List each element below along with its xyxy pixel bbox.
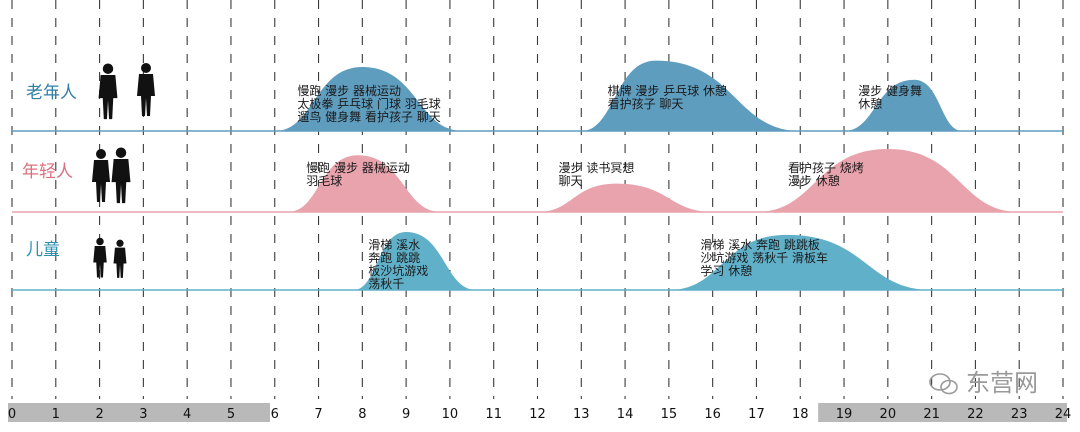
x-tick-label: 4 (183, 407, 191, 422)
elderly-figure-icon (137, 63, 155, 116)
x-tick-label: 20 (880, 407, 897, 422)
area-1-2 (756, 149, 1020, 212)
x-tick-label: 16 (704, 407, 721, 422)
activity-label: 荡秋千 (368, 277, 404, 291)
x-tick-label: 9 (402, 407, 410, 422)
activity-label: 看护孩子 聊天 (608, 97, 684, 111)
x-tick-label: 5 (227, 407, 235, 422)
wechat-icon (929, 373, 958, 395)
activity-label: 棋牌 漫步 乒乓球 休憩 (608, 83, 727, 98)
activity-label: 漫步 健身舞 (858, 83, 922, 98)
x-tick-label: 0 (8, 407, 16, 422)
x-tick-label: 21 (923, 407, 940, 422)
watermark-text: 东营网 (966, 369, 1038, 397)
activity-label: 慢跑 漫步 器械运动 (297, 83, 401, 98)
child-figure-icon (93, 237, 107, 278)
x-tick-label: 11 (485, 407, 502, 422)
x-tick-label: 14 (617, 407, 634, 422)
x-tick-label: 7 (314, 407, 322, 422)
series-label: 儿童 (26, 240, 60, 260)
x-tick-label: 15 (661, 407, 678, 422)
area-0-2 (844, 79, 963, 131)
young-adult-figure-icon (111, 147, 131, 204)
x-tick-label: 18 (792, 407, 809, 422)
activity-label: 太极拳 乒乓球 门球 羽毛球 (297, 96, 440, 111)
activity-label: 看护孩子 烧烤 (788, 160, 864, 175)
series-label: 老年人 (26, 83, 77, 103)
area-2-1 (668, 234, 932, 290)
x-tick-label: 3 (139, 407, 147, 422)
axis-bar-gray-segment (8, 403, 270, 422)
time-axis: 0 1 2 3 4 5 6 7 8 9 10 11 12 13 14 15 16 17 18 19 20 21 22 23 24 (8, 403, 1071, 422)
axis-bar-gray-segment (818, 403, 1067, 422)
x-tick-label: 8 (358, 407, 366, 422)
x-tick-label: 2 (95, 407, 103, 422)
watermark: 东营网 (929, 369, 1038, 397)
area-0-0 (274, 67, 464, 131)
activity-label: 板沙坑游戏 (368, 263, 428, 278)
x-tick-label: 24 (1055, 407, 1072, 422)
x-tick-label: 6 (271, 407, 279, 422)
activity-label: 慢跑 漫步 器械运动 (306, 160, 410, 175)
activity-label: 奔跑 跳跳 (368, 251, 420, 265)
activity-label: 羽毛球 (306, 174, 342, 188)
x-tick-label: 22 (967, 407, 984, 422)
baselines (12, 130, 1063, 291)
activity-label: 漫步 休憩 (788, 173, 840, 188)
child-figure-icon (113, 239, 127, 278)
x-tick-label: 12 (529, 407, 546, 422)
activity-label: 学习 休憩 (700, 263, 752, 278)
activity-areas (274, 60, 1020, 290)
activity-label: 漫步 读书冥想 (559, 160, 635, 175)
series-label: 年轻人 (22, 162, 73, 182)
axis-bar (8, 403, 1067, 422)
activity-label: 遛鸟 健身舞 看护孩子 聊天 (297, 109, 440, 124)
area-0-1 (581, 60, 801, 131)
x-tick-label: 19 (836, 407, 853, 422)
activity-label: 滑梯 溪水 (368, 238, 420, 252)
x-tick-label: 1 (52, 407, 60, 422)
x-tick-label: 10 (442, 407, 459, 422)
x-tick-label: 17 (748, 407, 765, 422)
x-tick-label: 13 (573, 407, 590, 422)
activity-label: 聊天 (559, 174, 583, 188)
area-2-0 (353, 232, 477, 290)
area-1-0 (287, 155, 442, 212)
activity-label: 滑梯 溪水 奔跑 跳跳板 (700, 238, 819, 252)
activity-label: 休憩 (858, 96, 882, 111)
elderly-figure-icon (98, 63, 118, 120)
young-adult-figure-icon (92, 149, 110, 202)
activity-label: 沙坑游戏 荡秋千 滑板车 (700, 250, 828, 265)
x-tick-label: 23 (1011, 407, 1028, 422)
area-1-1 (537, 183, 713, 212)
